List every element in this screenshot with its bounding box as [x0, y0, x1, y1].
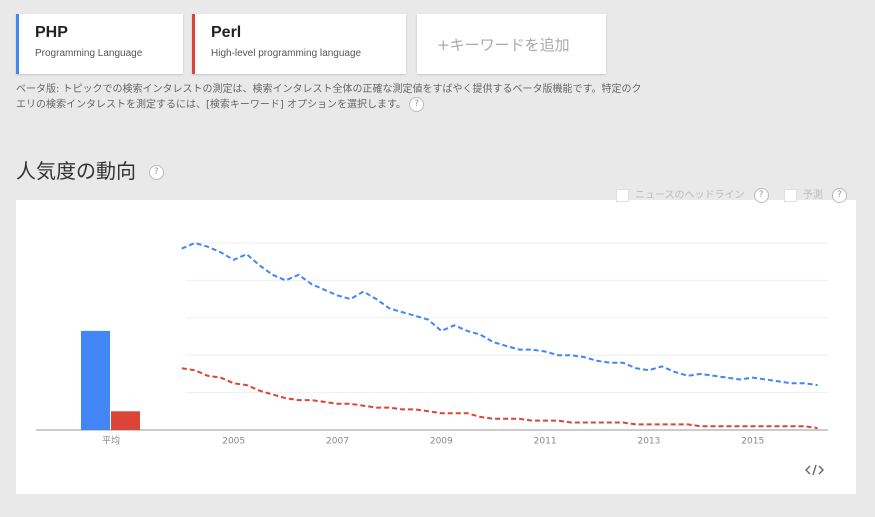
embed-icon-part	[805, 465, 811, 475]
term-subtitle: High-level programming language	[211, 48, 362, 59]
term-name: Perl	[211, 24, 242, 41]
help-icon[interactable]: ?	[753, 187, 769, 203]
x-tick-label: 2013	[637, 437, 660, 447]
average-bar	[111, 411, 140, 430]
help-icon[interactable]: ?	[832, 187, 848, 203]
embed-icon-part	[818, 465, 824, 475]
beta-note: ベータ版: トピックでの検索インタレストの測定は、検索インタレスト全体の正確な測…	[16, 82, 716, 113]
average-label: 平均	[102, 435, 120, 447]
note-text: エリの検索インタレストを測定するには、[検索キーワード] オプションを選択します…	[16, 99, 406, 111]
embed-icon-part	[812, 464, 817, 476]
x-tick-label: 2007	[326, 437, 349, 447]
section-title: 人気度の動向 ?	[16, 155, 164, 184]
term-name: PHP	[35, 24, 68, 41]
chart-panel	[16, 200, 856, 494]
series-line	[181, 367, 818, 430]
x-tick-label: 2011	[534, 437, 557, 447]
embed-icon[interactable]	[805, 464, 824, 476]
help-icon[interactable]: ?	[409, 97, 425, 112]
add-keyword[interactable]: +キーワードを追加	[417, 14, 606, 74]
note-line: ベータ版: トピックでの検索インタレストの測定は、検索インタレスト全体の正確な測…	[16, 84, 642, 95]
average-bar	[81, 330, 110, 430]
option-label: ニュースのヘッドライン	[635, 190, 745, 201]
term-card[interactable]: Perl High-level programming language	[192, 14, 406, 74]
x-tick-label: 2009	[430, 437, 453, 447]
note-line: エリの検索インタレストを測定するには、[検索キーワード] オプションを選択します…	[16, 97, 716, 113]
checkbox[interactable]	[616, 188, 629, 202]
chart-options: ニュースのヘッドライン ? 予測 ?	[616, 186, 848, 203]
term-subtitle: Programming Language	[35, 48, 143, 59]
x-tick-label: 2005	[222, 437, 245, 447]
option-label: 予測	[802, 190, 823, 201]
series-line	[181, 241, 818, 387]
title-text: 人気度の動向	[16, 159, 136, 183]
help-icon[interactable]: ?	[148, 165, 164, 180]
checkbox[interactable]	[783, 188, 797, 202]
term-card[interactable]: PHP Programming Language	[16, 14, 183, 74]
x-tick-label: 2015	[741, 437, 764, 447]
